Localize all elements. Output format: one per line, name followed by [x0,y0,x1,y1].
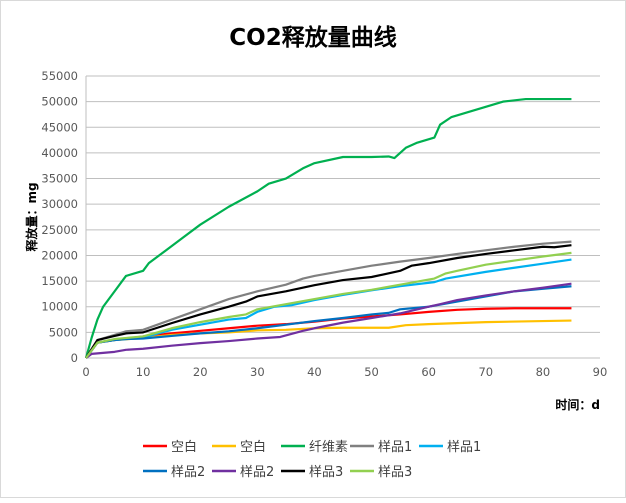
x-tick-label: 90 [593,365,608,379]
legend-label: 样品1 [378,440,412,455]
x-tick-label: 50 [364,365,379,379]
legend-label: 样品3 [378,465,412,480]
y-tick-label: 35000 [41,172,78,186]
legend-label: 空白 [171,439,197,455]
series-line-9 [85,251,572,359]
y-tick-label: 20000 [41,248,78,262]
y-tick-label: 50000 [41,95,78,109]
series-line-4 [85,240,572,359]
x-tick-label: 80 [536,365,551,379]
legend-label: 样品2 [240,465,274,480]
y-tick-label: 10000 [41,300,78,314]
y-tick-label: 45000 [41,120,78,134]
legend-label: 样品2 [171,465,205,480]
y-tick-label: 40000 [41,146,78,160]
y-tick-label: 25000 [41,223,78,237]
x-tick-label: 60 [421,365,436,379]
y-tick-label: 30000 [41,197,78,211]
y-tick-label: 15000 [41,274,78,288]
legend-label: 纤维素 [309,440,348,455]
x-tick-label: 20 [193,365,208,379]
x-tick-label: 70 [478,365,493,379]
x-tick-label: 30 [250,365,265,379]
x-tick-label: 10 [136,365,151,379]
chart-title: CO2释放量曲线 [229,24,396,51]
y-tick-label: 55000 [41,69,78,83]
x-tick-label: 40 [307,365,322,379]
legend-label: 样品1 [447,440,481,455]
x-axis-label: 时间：d [555,397,600,412]
legend-label: 样品3 [309,465,343,480]
legend-label: 空白 [240,439,266,455]
y-tick-label: 0 [71,351,78,365]
y-axis-label: 释放量：mg [24,182,39,251]
series-line-3 [84,97,572,359]
series-line-5 [85,258,572,359]
series-line-7 [85,282,572,359]
x-tick-label: 0 [82,365,89,379]
series-line-8 [85,244,572,359]
series-line-6 [85,285,572,359]
y-tick-label: 5000 [49,325,78,339]
